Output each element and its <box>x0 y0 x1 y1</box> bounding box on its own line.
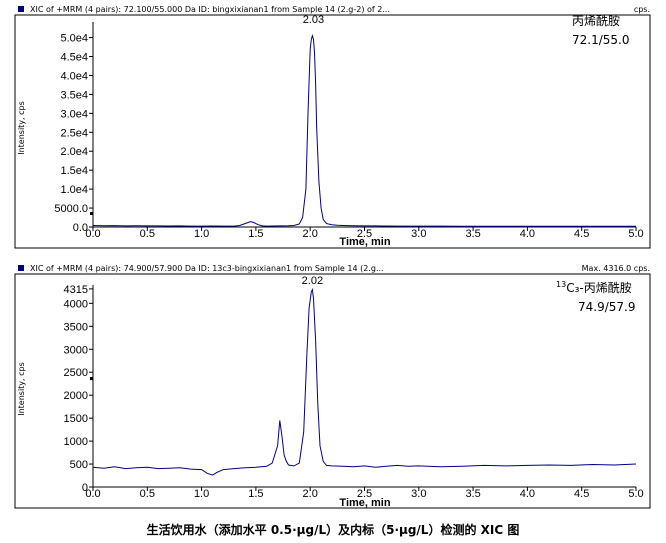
panel-top-y-tick-label: 5.0e4 <box>60 33 88 45</box>
panel-top-y-tick-label: 0.0 <box>73 222 88 234</box>
panel-bottom-transition-label: 74.9/57.9 <box>578 300 635 314</box>
panel-bottom-frame <box>14 273 651 509</box>
panel-bottom-y-tick-label: 4000 <box>64 298 88 310</box>
panel-top-edge-marker <box>90 212 93 215</box>
panel-top-compound-label: 丙烯酰胺 <box>572 14 620 28</box>
panel-top-x-tick-label: 4.5 <box>574 228 589 240</box>
panel-bottom-x-tick-label: 4.5 <box>574 488 589 500</box>
panel-top-x-tick-label: 2.5 <box>357 228 372 240</box>
panel-bottom-edge-marker <box>90 377 93 380</box>
panel-bottom-y-axis-label: Intensity, cps <box>17 362 26 416</box>
panel-top-trace <box>92 33 636 227</box>
panel-bottom-header: XIC of +MRM (4 pairs): 74.900/57.900 Da … <box>30 264 384 273</box>
panel-top-transition-label: 72.1/55.0 <box>572 33 629 47</box>
panel-bottom-legend-marker <box>18 265 24 271</box>
panel-bottom-x-tick-label: 1.5 <box>248 488 263 500</box>
panel-top-x-tick-label: 4.0 <box>520 228 535 240</box>
panel-top-y-tick-label: 2.5e4 <box>60 127 88 139</box>
panel-top-x-tick-label: 0.5 <box>140 228 155 240</box>
panel-bottom-y-tick-label: 2500 <box>64 367 88 379</box>
panel-top-x-tick-label: 1.0 <box>194 228 209 240</box>
panel-bottom-x-tick-label: 2.5 <box>357 488 372 500</box>
panel-top-x-tick-label: 1.5 <box>248 228 263 240</box>
panel-bottom-y-tick-label: 4315 <box>64 284 88 296</box>
panel-bottom-x-tick-label: 3.5 <box>465 488 480 500</box>
panel-top-y-tick-label: 4.5e4 <box>60 52 88 64</box>
panel-bottom-y-tick-label: 1000 <box>64 436 88 448</box>
panel-bottom-y-tick-label: 500 <box>70 459 88 471</box>
panel-bottom-x-axis-label: Time, min <box>339 497 390 509</box>
panel-bottom-x-tick-label: 5.0 <box>628 488 643 500</box>
panel-bottom-y-tick-label: 0 <box>82 482 88 494</box>
panel-top-x-tick-label: 0.0 <box>85 228 100 240</box>
panel-bottom-y-tick-label: 3000 <box>64 344 88 356</box>
chart-panel-bottom: XIC of +MRM (4 pairs): 74.900/57.900 Da … <box>14 264 651 509</box>
panel-top-y-tick-label: 5000.0 <box>54 203 88 215</box>
panel-top-frame <box>14 14 651 249</box>
panel-bottom-peak-label: 2.02 <box>302 275 323 287</box>
panel-bottom-compound-name: C₃-丙烯酰胺 <box>566 281 632 295</box>
panel-bottom-x-tick-label: 0.5 <box>140 488 155 500</box>
panel-bottom-trace <box>92 287 637 476</box>
panel-bottom-header-right: Max. 4316.0 cps. <box>582 264 650 273</box>
panel-top-header: XIC of +MRM (4 pairs): 72.100/55.000 Da … <box>30 5 390 14</box>
panel-bottom-isotope-superscript: 13 <box>556 280 566 289</box>
panel-bottom-y-tick-label: 2000 <box>64 390 88 402</box>
panel-top-x-axis-label: Time, min <box>339 236 390 248</box>
panel-top-y-tick-label: 1.5e4 <box>60 165 88 177</box>
panel-bottom-x-tick-label: 0.0 <box>85 488 100 500</box>
panel-top-y-tick-label: 3.5e4 <box>60 89 88 101</box>
panel-top-peak-label: 2.03 <box>303 14 324 26</box>
panel-top-x-tick-label: 2.0 <box>303 228 318 240</box>
panel-top-x-tick-label: 5.0 <box>628 228 643 240</box>
chart-panel-top: XIC of +MRM (4 pairs): 72.100/55.000 Da … <box>14 5 651 249</box>
panel-top-y-tick-label: 3.0e4 <box>60 108 88 120</box>
panel-bottom-x-tick-label: 4.0 <box>520 488 535 500</box>
panel-top-x-tick-label: 3.0 <box>411 228 426 240</box>
panel-bottom-x-tick-label: 1.0 <box>194 488 209 500</box>
panel-bottom-y-tick-label: 3500 <box>64 321 88 333</box>
panel-bottom-x-tick-label: 3.0 <box>411 488 426 500</box>
panel-top-y-tick-label: 1.0e4 <box>60 184 88 196</box>
panel-top-y-tick-label: 4.0e4 <box>60 70 88 82</box>
panel-top-y-axis-label: Intensity, cps <box>17 101 26 155</box>
figure-caption: 生活饮用水（添加水平 0.5·μg/L）及内标（5·μg/L）检测的 XIC 图 <box>146 523 520 537</box>
panel-bottom-y-tick-label: 1500 <box>64 413 88 425</box>
panel-bottom-x-tick-label: 2.0 <box>303 488 318 500</box>
panel-top-x-tick-label: 3.5 <box>465 228 480 240</box>
panel-bottom-compound-label: 13C₃-丙烯酰胺 <box>556 280 632 295</box>
panel-top-y-tick-label: 2.0e4 <box>60 146 88 158</box>
panel-top-header-right: cps. <box>634 5 650 14</box>
panel-top-legend-marker <box>18 6 24 12</box>
